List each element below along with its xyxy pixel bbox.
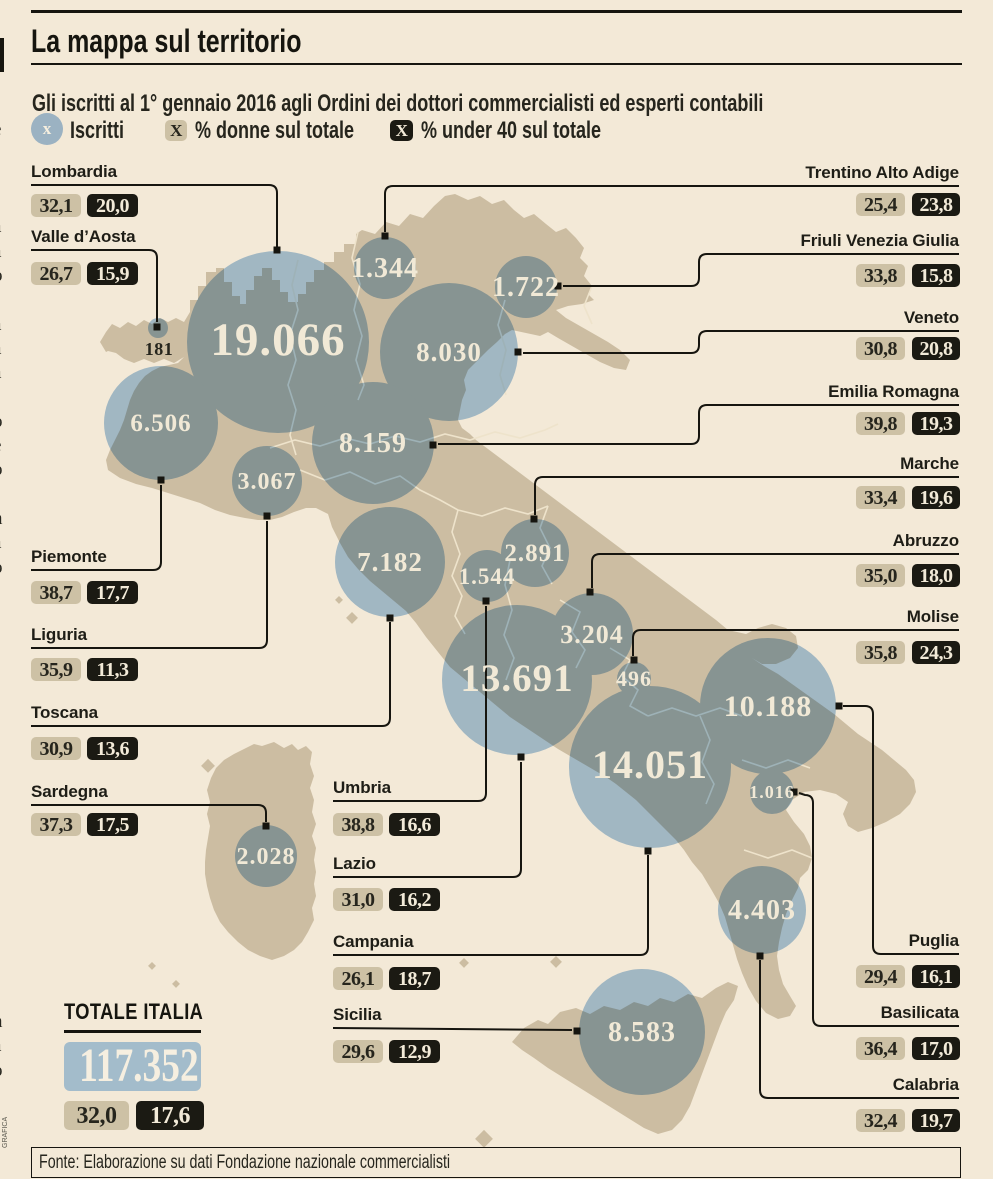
svg-text:2.028: 2.028 [237, 844, 296, 870]
svg-text:8.583: 8.583 [608, 1017, 676, 1048]
svg-text:1.722: 1.722 [492, 272, 560, 303]
svg-text:2.891: 2.891 [504, 540, 565, 567]
svg-text:1.016: 1.016 [749, 782, 795, 802]
svg-text:19.066: 19.066 [210, 314, 345, 366]
svg-text:10.188: 10.188 [724, 690, 813, 723]
svg-text:8.159: 8.159 [339, 428, 407, 459]
svg-text:8.030: 8.030 [416, 337, 482, 367]
svg-text:7.182: 7.182 [357, 547, 423, 577]
svg-text:4.403: 4.403 [728, 895, 796, 926]
svg-text:181: 181 [145, 339, 174, 359]
svg-text:14.051: 14.051 [592, 742, 708, 787]
svg-text:496: 496 [616, 666, 652, 691]
svg-text:1.344: 1.344 [351, 253, 419, 284]
svg-text:1.544: 1.544 [459, 564, 516, 589]
svg-text:3.204: 3.204 [560, 620, 624, 649]
svg-text:13.691: 13.691 [460, 657, 573, 700]
svg-text:6.506: 6.506 [130, 410, 191, 437]
svg-text:3.067: 3.067 [238, 469, 297, 495]
